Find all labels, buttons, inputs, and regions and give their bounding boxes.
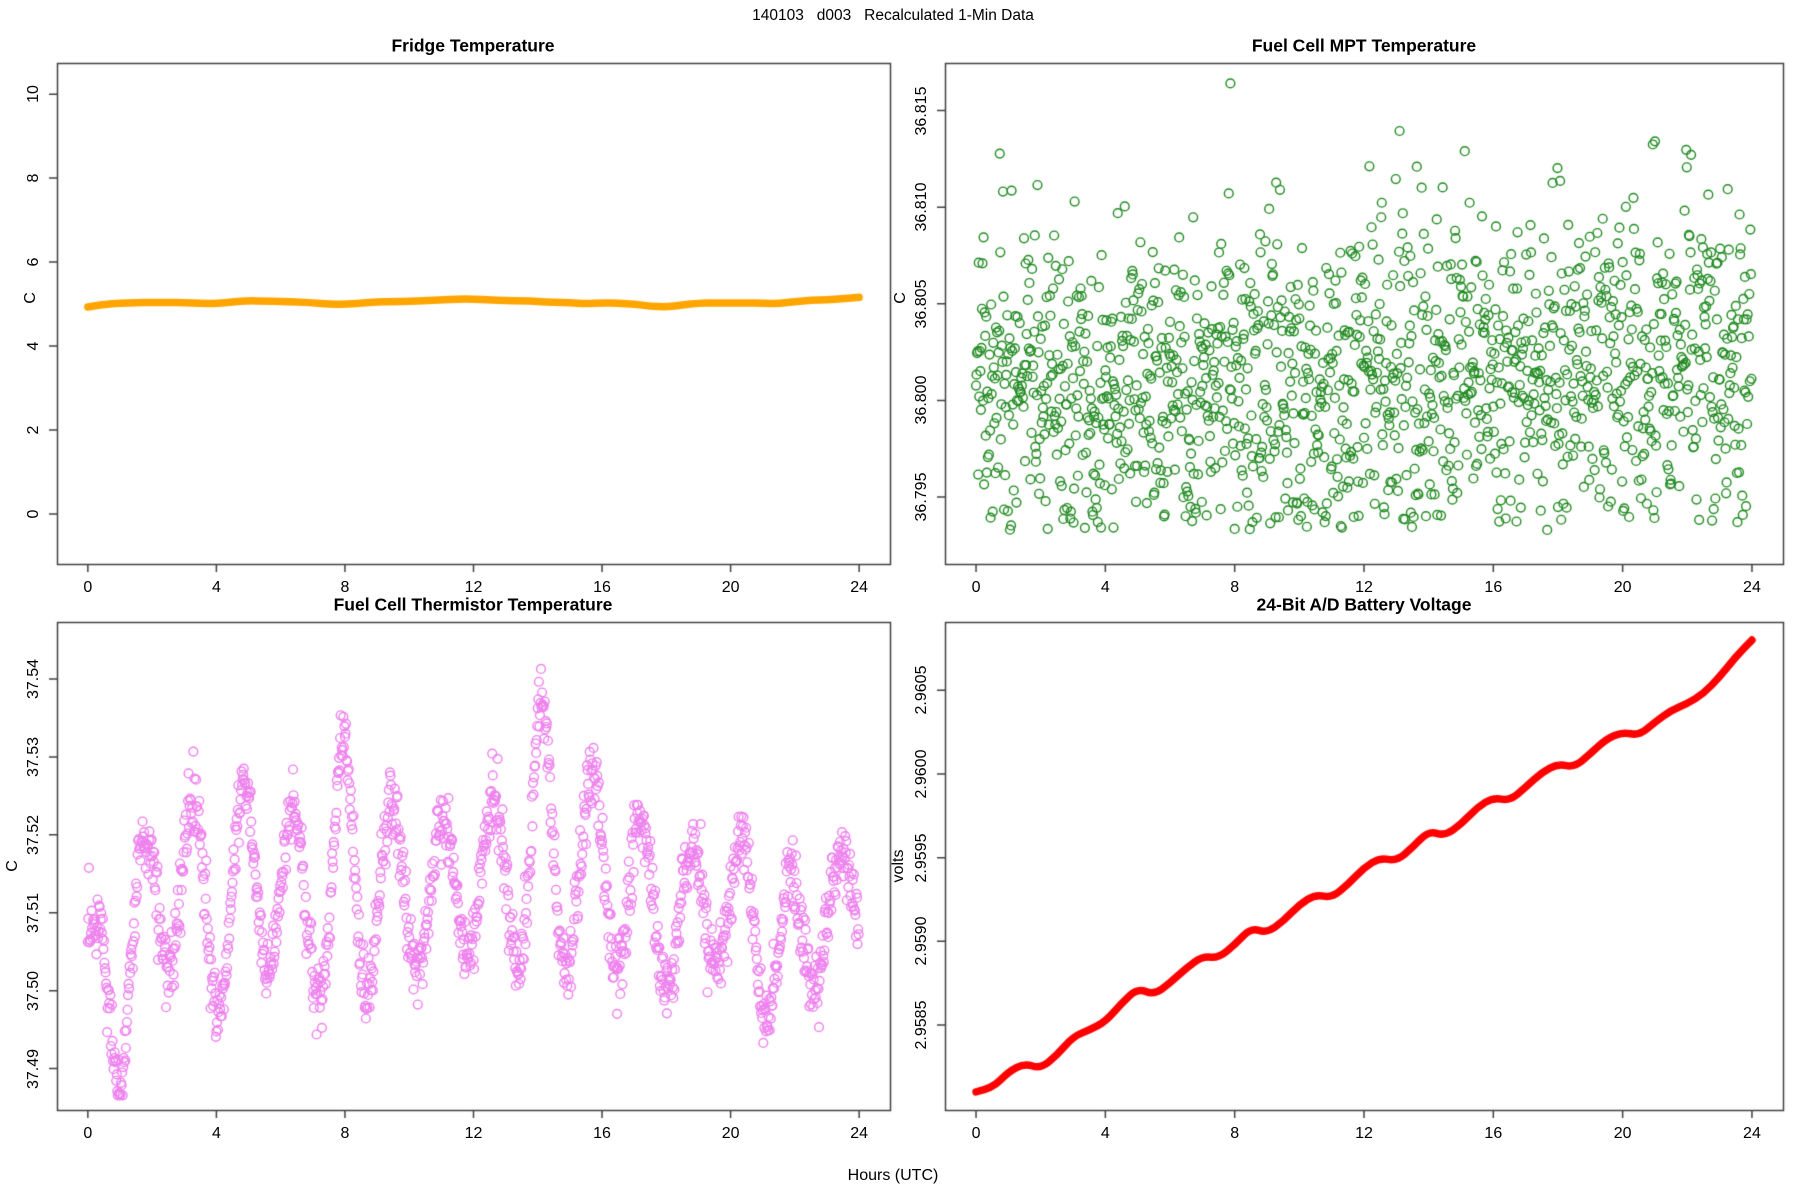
y-tick-label: 2: [25, 425, 42, 435]
x-tick-label: 0: [971, 1125, 981, 1142]
x-tick-label: 0: [971, 579, 981, 596]
x-tick-label: 4: [211, 579, 221, 596]
fridge-temperature-plot-canvas: [30, 40, 910, 600]
x-tick-label: 4: [1100, 579, 1110, 596]
fridge-temperature-ylabel: C: [22, 292, 39, 304]
x-tick-label: 24: [850, 1125, 869, 1142]
y-tick-label: 36.795: [913, 472, 930, 522]
y-tick-label: 2.9605: [913, 665, 930, 715]
y-tick-label: 2.9600: [913, 749, 930, 799]
y-tick-label: 6: [25, 257, 42, 267]
x-tick-label: 8: [340, 1125, 350, 1142]
y-tick-label: 36.815: [913, 86, 930, 136]
battery-voltage-title: 24-Bit A/D Battery Voltage: [1256, 594, 1472, 615]
x-tick-label: 12: [1355, 579, 1373, 596]
x-tick-label: 12: [1355, 1125, 1373, 1142]
x-tick-label: 8: [1230, 1125, 1240, 1142]
y-tick-label: 37.49: [25, 1048, 42, 1089]
x-tick-label: 16: [1484, 579, 1503, 596]
x-tick-label: 12: [464, 579, 483, 596]
y-tick-label: 8: [25, 173, 42, 183]
y-tick-label: 37.52: [25, 814, 42, 855]
y-tick-label: 2.9590: [913, 916, 930, 966]
y-tick-label: 37.51: [25, 892, 42, 933]
fuel-cell-thermistor-temperature-plot-canvas: [30, 600, 910, 1145]
battery-voltage-ylabel: volts: [890, 849, 907, 883]
x-tick-label: 0: [83, 579, 93, 596]
main-title: 140103 d003 Recalculated 1-Min Data: [752, 7, 1034, 24]
fuel-cell-mpt-temperature-plot-canvas: [915, 40, 1800, 600]
x-tick-label: 24: [850, 579, 869, 596]
x-tick-label: 20: [721, 1125, 740, 1142]
x-tick-label: 24: [1743, 1125, 1761, 1142]
fridge-temperature-title: Fridge Temperature: [391, 35, 555, 56]
x-tick-label: 20: [1613, 1125, 1632, 1142]
x-tick-label: 16: [593, 579, 611, 596]
x-tick-label: 12: [464, 1125, 483, 1142]
x-tick-label: 8: [1230, 579, 1240, 596]
y-tick-label: 37.50: [25, 970, 42, 1011]
fuel-cell-thermistor-temperature-title: Fuel Cell Thermistor Temperature: [333, 594, 613, 615]
x-tick-label: 24: [1743, 579, 1761, 596]
y-tick-label: 4: [25, 341, 42, 351]
x-tick-label: 0: [83, 1125, 93, 1142]
y-tick-label: 36.800: [913, 376, 930, 425]
y-tick-label: 37.53: [25, 736, 42, 777]
x-tick-label: 16: [1484, 1125, 1503, 1142]
battery-voltage-plot-canvas: [915, 600, 1800, 1145]
y-tick-label: 10: [25, 85, 42, 104]
y-tick-label: 37.54: [25, 658, 42, 700]
x-tick-label: 16: [593, 1125, 611, 1142]
x-tick-label: 20: [721, 579, 740, 596]
x-tick-label: 8: [340, 579, 350, 596]
y-tick-label: 36.810: [913, 182, 930, 232]
x-tick-label: 4: [211, 1125, 221, 1142]
x-tick-label: 20: [1613, 579, 1632, 596]
y-tick-label: 2.9585: [913, 1000, 930, 1050]
fuel-cell-thermistor-temperature-ylabel: C: [4, 860, 21, 872]
y-tick-label: 36.805: [913, 279, 930, 329]
y-tick-label: 2.9595: [913, 833, 930, 883]
fuel-cell-mpt-temperature-ylabel: C: [892, 292, 909, 304]
fuel-cell-mpt-temperature-title: Fuel Cell MPT Temperature: [1251, 35, 1477, 56]
y-tick-label: 0: [25, 509, 42, 519]
hours-utc-axis-label: Hours (UTC): [847, 1167, 939, 1184]
x-tick-label: 4: [1100, 1125, 1110, 1142]
